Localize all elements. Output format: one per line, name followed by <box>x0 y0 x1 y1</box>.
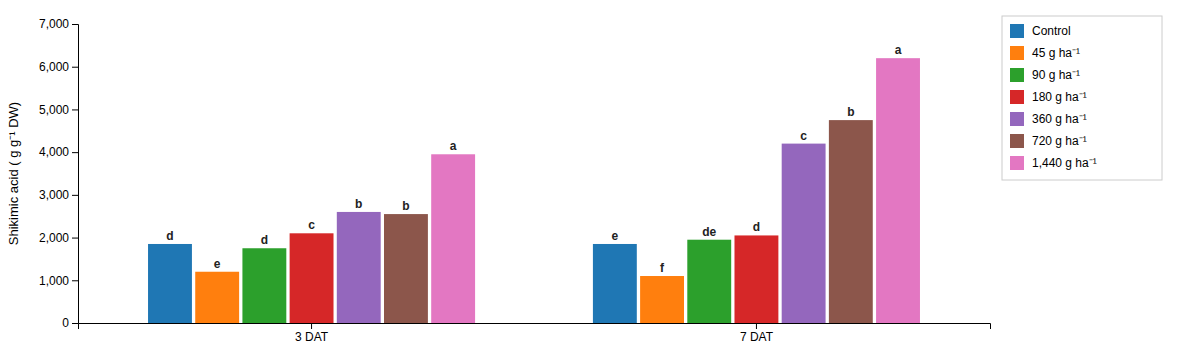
y-tick-label: 6,000 <box>39 60 69 74</box>
y-tick-label: 5,000 <box>39 103 69 117</box>
x-tick-label: 3 DAT <box>295 330 329 344</box>
legend-item: 1,440 g ha⁻¹ <box>1010 156 1097 170</box>
bar-letter: d <box>261 233 268 247</box>
bar-letter: c <box>308 218 315 232</box>
legend-item: 45 g ha⁻¹ <box>1010 46 1080 60</box>
bar <box>242 248 286 323</box>
bar <box>829 120 873 323</box>
x-axis-line <box>79 324 991 330</box>
chart: deefddecdbcbbaa3 DAT7 DAT01,0002,0003,00… <box>0 0 1180 363</box>
y-tick-label: 1,000 <box>39 274 69 288</box>
legend-item: 180 g ha⁻¹ <box>1010 90 1087 104</box>
bar-letter: a <box>450 139 457 153</box>
legend-swatch <box>1010 90 1024 104</box>
y-tick-mark <box>72 280 78 281</box>
y-tick: 2,000 <box>39 231 78 245</box>
y-tick-label: 4,000 <box>39 145 69 159</box>
x-tick-mark <box>756 323 757 329</box>
bar <box>148 244 192 323</box>
bar-letter: b <box>355 197 362 211</box>
plot: deefddecdbcbbaa3 DAT7 DAT01,0002,0003,00… <box>6 17 991 343</box>
legend: Control 45 g ha⁻¹ 90 g ha⁻¹ 180 g ha⁻¹ 360 g… <box>1002 16 1162 180</box>
legend-swatch <box>1010 68 1024 82</box>
y-tick: 7,000 <box>39 17 78 31</box>
y-tick-mark <box>72 195 78 196</box>
legend-swatch <box>1010 46 1024 60</box>
y-tick-label: 7,000 <box>39 17 69 31</box>
legend-item: Control <box>1010 24 1071 38</box>
bar <box>431 154 475 323</box>
y-tick-mark <box>72 323 78 324</box>
x-axis: 3 DAT 7 DAT <box>79 323 991 344</box>
y-tick-mark <box>72 238 78 239</box>
y-tick-label: 0 <box>62 316 69 330</box>
y-tick: 5,000 <box>39 103 78 117</box>
y-tick-label: 2,000 <box>39 231 69 245</box>
bar-letter: c <box>800 129 807 143</box>
y-tick-mark <box>72 109 78 110</box>
legend-item: 360 g ha⁻¹ <box>1010 112 1087 126</box>
legend-label: 45 g ha⁻¹ <box>1032 46 1080 60</box>
bar-letter: d <box>753 220 760 234</box>
bar-letter: e <box>612 229 619 243</box>
x-tick: 3 DAT <box>295 323 329 344</box>
legend-label: 360 g ha⁻¹ <box>1032 112 1087 126</box>
bar <box>782 144 826 323</box>
bar <box>876 58 920 323</box>
legend-item: 720 g ha⁻¹ <box>1010 134 1087 148</box>
y-tick-label: 3,000 <box>39 188 69 202</box>
bar-letter: de <box>702 225 716 239</box>
bar <box>687 240 731 323</box>
y-tick-mark <box>72 152 78 153</box>
y-tick: 3,000 <box>39 188 78 202</box>
y-tick: 0 <box>62 316 78 330</box>
bar <box>337 212 381 323</box>
bar-letter: b <box>402 199 409 213</box>
bar <box>593 244 637 323</box>
bar <box>195 272 239 323</box>
legend-label: 90 g ha⁻¹ <box>1032 68 1080 82</box>
legend-label: 1,440 g ha⁻¹ <box>1032 156 1097 170</box>
legend-swatch <box>1010 134 1024 148</box>
y-tick: 1,000 <box>39 274 78 288</box>
bar-letter: d <box>166 229 173 243</box>
bars <box>148 58 920 323</box>
bar <box>734 235 778 323</box>
legend-swatch <box>1010 112 1024 126</box>
legend-label: Control <box>1032 24 1071 38</box>
legend-label: 720 g ha⁻¹ <box>1032 134 1087 148</box>
legend-label: 180 g ha⁻¹ <box>1032 90 1087 104</box>
legend-swatch <box>1010 156 1024 170</box>
x-tick-mark <box>311 323 312 329</box>
y-tick-mark <box>72 67 78 68</box>
y-tick: 4,000 <box>39 145 78 159</box>
legend-item: 90 g ha⁻¹ <box>1010 68 1080 82</box>
y-axis: 0 1,000 2,000 3,000 4,000 5,000 6,000 7,000 <box>39 17 79 330</box>
y-tick-mark <box>72 24 78 25</box>
bar-letter: f <box>660 261 665 275</box>
legend-swatch <box>1010 24 1024 38</box>
y-axis-line <box>72 25 79 324</box>
bar-letter: e <box>214 257 221 271</box>
y-tick: 6,000 <box>39 60 78 74</box>
bar <box>640 276 684 323</box>
bar <box>384 214 428 323</box>
y-axis-title: Shikimic acid ( g g⁻¹ DW) <box>6 102 21 245</box>
bar-labels: deefddecdbcbbaa <box>166 43 901 275</box>
x-tick-label: 7 DAT <box>740 330 774 344</box>
bar <box>290 233 334 323</box>
legend-frame <box>1002 16 1162 180</box>
x-tick: 7 DAT <box>740 323 774 344</box>
bar-letter: b <box>847 105 854 119</box>
bar-letter: a <box>895 43 902 57</box>
